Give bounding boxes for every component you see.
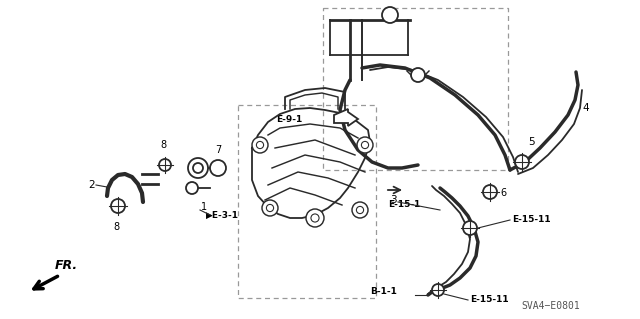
Circle shape <box>159 159 171 171</box>
Text: 7: 7 <box>215 145 221 155</box>
Text: 3: 3 <box>390 195 397 205</box>
Circle shape <box>266 204 274 211</box>
Circle shape <box>382 7 398 23</box>
Circle shape <box>515 155 529 169</box>
Circle shape <box>311 214 319 222</box>
Circle shape <box>411 68 425 82</box>
Polygon shape <box>334 109 358 126</box>
Circle shape <box>306 209 324 227</box>
Text: ▶E-3-1: ▶E-3-1 <box>206 211 239 219</box>
Circle shape <box>432 284 444 296</box>
Text: 2: 2 <box>88 180 95 190</box>
Circle shape <box>210 160 226 176</box>
Text: 4: 4 <box>582 103 589 113</box>
Circle shape <box>257 141 264 149</box>
Text: 5: 5 <box>528 137 534 147</box>
Text: FR.: FR. <box>55 259 78 272</box>
Text: E-9-1: E-9-1 <box>276 115 302 123</box>
Circle shape <box>463 221 477 235</box>
Text: SVA4−E0801: SVA4−E0801 <box>521 301 580 311</box>
Text: E-15-1: E-15-1 <box>388 200 420 209</box>
Text: 8: 8 <box>113 222 119 232</box>
Circle shape <box>111 199 125 213</box>
Text: 8: 8 <box>160 140 166 150</box>
Circle shape <box>188 158 208 178</box>
Text: E-15-11: E-15-11 <box>512 216 550 225</box>
Circle shape <box>352 202 368 218</box>
Circle shape <box>357 137 373 153</box>
Circle shape <box>356 206 364 214</box>
Text: B-1-1: B-1-1 <box>370 287 397 296</box>
Circle shape <box>186 182 198 194</box>
Circle shape <box>252 137 268 153</box>
Text: E-15-11: E-15-11 <box>470 295 509 305</box>
Circle shape <box>262 200 278 216</box>
Text: 1: 1 <box>201 202 207 212</box>
Circle shape <box>193 163 203 173</box>
Circle shape <box>483 185 497 199</box>
Circle shape <box>362 141 369 149</box>
Text: 6: 6 <box>500 188 506 198</box>
